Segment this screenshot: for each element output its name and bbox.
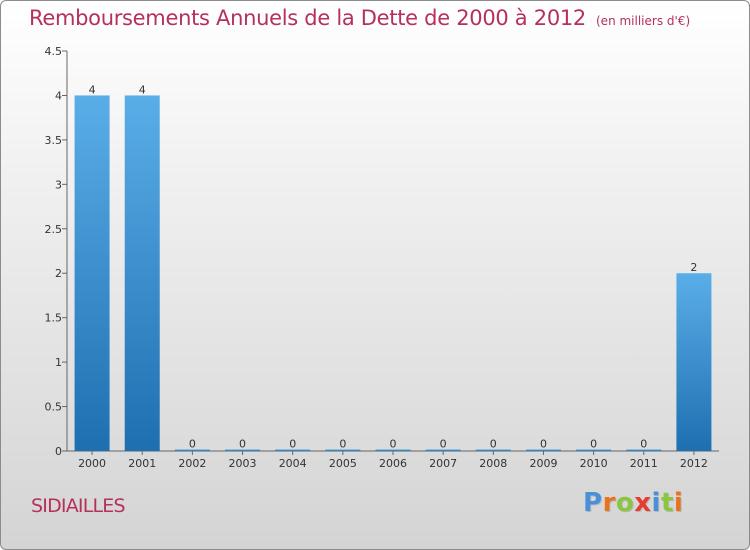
chart-x-ticks: 2000 2001 2002 2003 2004 2005 2006 2007 2008 2009… (78, 451, 708, 470)
x-tick-label-2011: 2011 (630, 457, 658, 470)
x-tick-label-2000: 2000 (78, 457, 106, 470)
y-tick-label: 1 (55, 356, 62, 369)
data-label-2012: 2 (690, 261, 697, 274)
bar-2003 (225, 449, 261, 451)
x-tick-label-2003: 2003 (229, 457, 257, 470)
data-label-2004: 0 (289, 438, 296, 451)
data-label-2009: 0 (540, 438, 547, 451)
x-tick-label-2006: 2006 (379, 457, 407, 470)
x-tick-label-2012: 2012 (680, 457, 708, 470)
data-label-2006: 0 (390, 438, 397, 451)
data-label-2003: 0 (239, 438, 246, 451)
y-tick-label: 3 (55, 178, 62, 191)
chart-axes (66, 51, 719, 452)
x-tick-label-2007: 2007 (429, 457, 457, 470)
logo-letter: o (615, 488, 635, 518)
chart-bars (74, 95, 712, 451)
proxiti-logo: Proxiti (583, 488, 683, 518)
y-tick-label: 3.5 (45, 134, 63, 147)
chart-unit: (en milliers d'€) (596, 14, 691, 28)
data-label-2005: 0 (339, 438, 346, 451)
logo-letter: i (651, 488, 661, 518)
x-tick-label-2002: 2002 (178, 457, 206, 470)
logo-letter: r (602, 488, 616, 518)
bar-2001 (124, 95, 160, 451)
bar-2004 (275, 449, 311, 451)
y-tick-label: 0 (55, 445, 62, 458)
data-label-2007: 0 (440, 438, 447, 451)
data-label-2008: 0 (490, 438, 497, 451)
bar-2008 (475, 449, 511, 451)
data-label-2001: 4 (139, 83, 146, 96)
bar-2000 (74, 95, 110, 451)
bar-2012 (676, 273, 712, 451)
chart-y-ticks: 0 0.5 1 1.5 2 2.5 3 3.5 4 4.5 (45, 45, 67, 458)
x-tick-label-2010: 2010 (580, 457, 608, 470)
y-tick-label: 1.5 (45, 312, 63, 325)
bar-2005 (325, 449, 361, 451)
chart-data-labels: 4 4 0 0 0 0 0 0 0 0 0 0 2 (89, 83, 698, 450)
data-label-2000: 4 (89, 83, 96, 96)
x-tick-label-2009: 2009 (529, 457, 557, 470)
x-tick-label-2008: 2008 (479, 457, 507, 470)
logo-letter: P (583, 488, 603, 518)
chart-title-text: Remboursements Annuels de la Dette de 20… (29, 6, 586, 30)
logo-letter: t (660, 488, 674, 518)
logo-letter: x (634, 488, 652, 518)
x-tick-label-2004: 2004 (279, 457, 307, 470)
bar-2010 (576, 449, 612, 451)
chart-title: Remboursements Annuels de la Dette de 20… (29, 6, 690, 30)
y-tick-label: 2 (55, 267, 62, 280)
logo-letter: i (673, 488, 684, 518)
bar-2011 (626, 449, 662, 451)
data-label-2011: 0 (640, 438, 647, 451)
bar-2002 (174, 449, 210, 451)
data-label-2002: 0 (189, 438, 196, 451)
commune-name: SIDIAILLES (31, 495, 126, 517)
bar-2009 (525, 449, 561, 451)
y-tick-label: 0.5 (45, 401, 63, 414)
x-tick-label-2001: 2001 (128, 457, 156, 470)
bar-2007 (425, 449, 461, 451)
data-label-2010: 0 (590, 438, 597, 451)
y-tick-label: 4 (55, 89, 62, 102)
y-tick-label: 4.5 (45, 45, 63, 58)
bar-2006 (375, 449, 411, 451)
x-tick-label-2005: 2005 (329, 457, 357, 470)
y-tick-label: 2.5 (45, 223, 63, 236)
